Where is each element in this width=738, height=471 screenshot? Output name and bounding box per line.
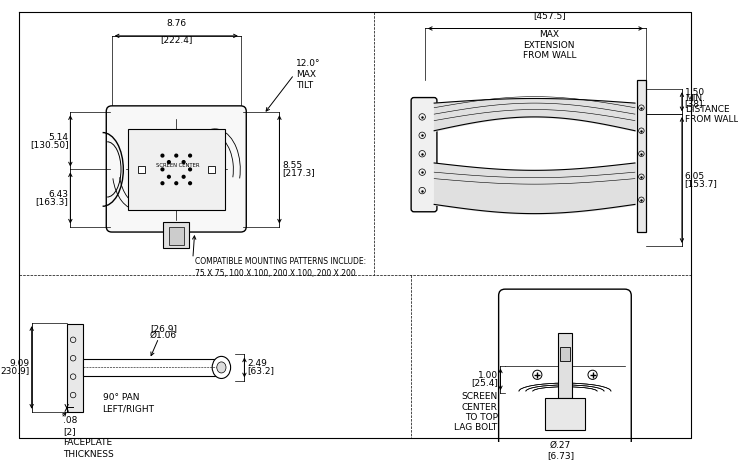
Ellipse shape <box>213 357 230 379</box>
Text: 12.0°
MAX
TILT: 12.0° MAX TILT <box>296 59 320 90</box>
Bar <box>163 222 189 248</box>
Circle shape <box>182 175 185 178</box>
Text: 1.00: 1.00 <box>477 371 497 380</box>
Text: [153.7]: [153.7] <box>685 179 717 188</box>
Bar <box>545 398 585 430</box>
Circle shape <box>161 154 164 157</box>
Bar <box>83 359 216 376</box>
Text: SCREEN CENTER: SCREEN CENTER <box>156 162 200 168</box>
Text: 8.76: 8.76 <box>166 18 186 28</box>
Text: 6.05: 6.05 <box>685 172 705 181</box>
Bar <box>558 333 572 398</box>
Circle shape <box>168 175 170 178</box>
FancyBboxPatch shape <box>499 289 631 447</box>
Bar <box>137 166 145 173</box>
Text: COMPATIBLE MOUNTING PATTERNS INCLUDE:
75 X 75, 100 X 100, 200 X 100, 200 X 200: COMPATIBLE MOUNTING PATTERNS INCLUDE: 75… <box>195 257 366 278</box>
Text: SCREEN
CENTER
TO TOP
LAG BOLT: SCREEN CENTER TO TOP LAG BOLT <box>455 392 497 432</box>
FancyBboxPatch shape <box>411 97 437 212</box>
Bar <box>128 129 225 210</box>
Bar <box>66 324 83 412</box>
Text: [457.5]: [457.5] <box>533 11 565 20</box>
Text: 8.55: 8.55 <box>282 161 303 170</box>
Circle shape <box>189 154 191 157</box>
Text: [222.4]: [222.4] <box>160 35 193 44</box>
Text: [63.2]: [63.2] <box>247 366 275 375</box>
Ellipse shape <box>217 362 226 373</box>
Text: [25.4]: [25.4] <box>471 379 497 388</box>
Circle shape <box>161 182 164 185</box>
Text: [163.3]: [163.3] <box>35 197 69 206</box>
Text: 9.09: 9.09 <box>10 359 30 368</box>
Text: 5.14: 5.14 <box>49 133 69 142</box>
Bar <box>560 347 570 361</box>
Text: 230.9]: 230.9] <box>1 366 30 375</box>
Text: 1.50
[38]: 1.50 [38] <box>685 89 705 108</box>
Text: 2.49: 2.49 <box>247 359 267 368</box>
Text: MAX
EXTENSION
FROM WALL: MAX EXTENSION FROM WALL <box>523 30 576 60</box>
Text: MIN.
DISTANCE
FROM WALL: MIN. DISTANCE FROM WALL <box>685 94 738 124</box>
Text: 6.43: 6.43 <box>49 190 69 199</box>
Text: Ø1.06: Ø1.06 <box>150 331 177 340</box>
Text: [26.9]: [26.9] <box>150 325 177 333</box>
Text: 90° PAN
LEFT/RIGHT: 90° PAN LEFT/RIGHT <box>103 393 154 414</box>
Text: [217.3]: [217.3] <box>282 169 315 178</box>
FancyBboxPatch shape <box>106 106 246 232</box>
Text: .08
[2]
FACEPLATE
THICKNESS: .08 [2] FACEPLATE THICKNESS <box>63 416 114 459</box>
Bar <box>207 166 215 173</box>
Circle shape <box>175 182 178 185</box>
Circle shape <box>182 161 185 163</box>
Circle shape <box>175 154 178 157</box>
Text: Ø.27
[6.73]: Ø.27 [6.73] <box>547 441 574 461</box>
Bar <box>637 80 646 232</box>
Circle shape <box>161 168 164 171</box>
Circle shape <box>189 168 191 171</box>
Text: [130.50]: [130.50] <box>30 140 69 149</box>
Circle shape <box>168 161 170 163</box>
Circle shape <box>189 182 191 185</box>
Bar <box>169 227 184 245</box>
